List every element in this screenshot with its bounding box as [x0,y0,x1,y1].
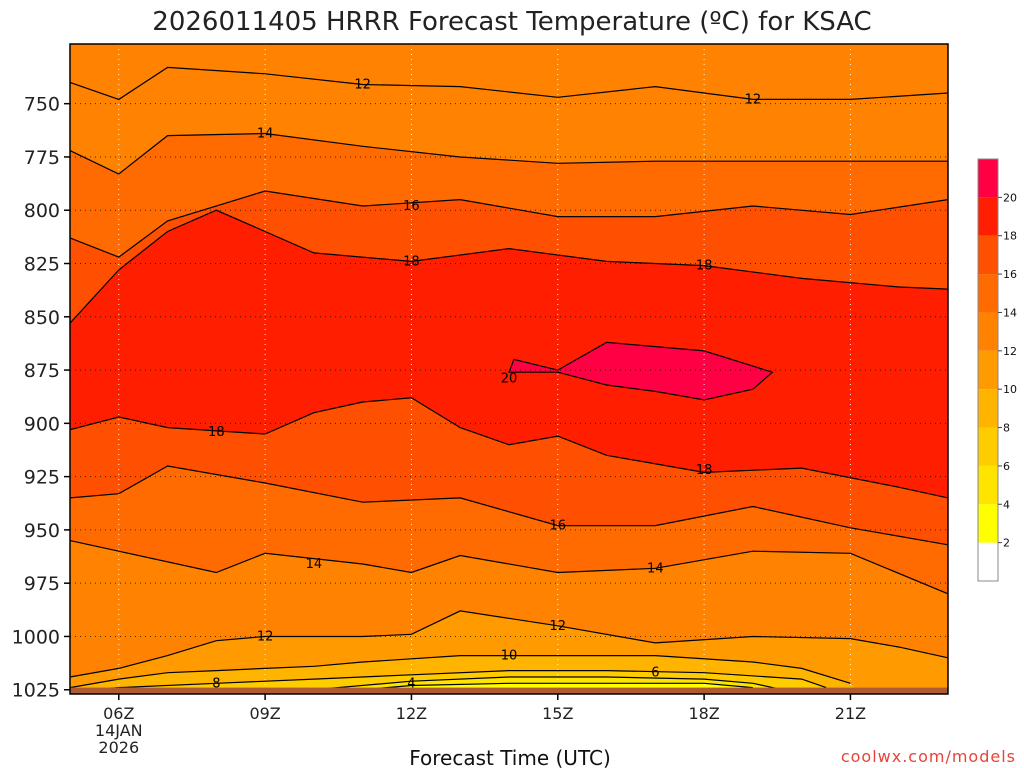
colorbar-swatch [978,274,998,313]
y-tick-label: 800 [24,200,60,222]
contour-18 [69,397,949,499]
contour-14 [69,540,949,595]
x-tick-sublabel: 14JAN [95,721,143,740]
y-tick-label: 1000 [12,626,60,648]
plot-frame [69,43,949,695]
contour-label: 12 [354,77,371,92]
y-tick-label: 875 [24,360,60,382]
colorbar-swatch [978,427,998,466]
colorbar-swatch [978,197,998,236]
contour-label: 16 [550,519,567,534]
contour-10 [69,655,851,689]
colorbar-label: 8 [1003,422,1010,435]
colorbar-legend: 2 4 6 8 10 12 14 16 18 20 [977,158,1017,582]
colorbar-label: 20 [1003,191,1017,204]
x-axis-label: Forecast Time (UTC) [409,746,611,768]
x-tick-label: 12Z [396,704,427,723]
colorbar-swatch [978,350,998,390]
contour-label: 12 [745,92,762,107]
colorbar-swatch [978,312,998,351]
contour-label: 14 [257,127,274,142]
colorbar-label: 12 [1003,345,1017,358]
contour-label: 18 [696,259,713,274]
contour-label: 18 [696,463,713,478]
contour-label: 12 [257,629,274,644]
ground-layer [70,687,948,694]
y-tick-label: 1025 [12,680,60,702]
y-tick-label: 775 [24,147,60,169]
colorbar-swatch [978,159,998,198]
grid-lines [70,44,948,694]
y-tick-label: 850 [24,307,60,329]
y-tick-label: 950 [24,520,60,542]
contour-label: 16 [403,199,420,214]
colorbar-swatch [978,542,998,581]
colorbar-swatch [978,235,998,275]
contour-label: 8 [212,676,220,691]
contour-18 [69,209,949,324]
colorbar-frame [977,158,999,582]
colorbar-label: 14 [1003,306,1017,319]
colorbar-label: 6 [1003,460,1010,473]
contour-4 [362,682,753,691]
attribution-text: coolwx.com/models [841,747,1016,766]
contour-14 [69,132,948,175]
x-tick-label: 18Z [688,704,719,723]
x-tick-sublabel: 2026 [98,738,139,757]
x-tick-label: 06Z [103,704,134,723]
contour-16 [69,190,949,258]
isotherm-contours [69,66,949,693]
contour-label: 4 [407,676,415,691]
colorbar-label: 4 [1003,498,1010,511]
temperature-fill-bands [70,44,948,694]
contour-label: 20 [501,372,518,387]
chart-title: 2026011405 HRRR Forecast Temperature (ºC… [152,7,871,37]
y-tick-label: 925 [24,467,60,489]
contour-12 [69,610,949,678]
y-tick-label: 750 [24,94,60,116]
contour-label: 14 [647,561,664,576]
band-fill-18 [70,210,948,498]
x-tick-label: 21Z [835,704,866,723]
contour-label: 12 [550,619,567,634]
contour-label: 6 [651,666,659,681]
colorbar-label: 10 [1003,383,1017,396]
contour-label: 10 [501,649,518,664]
axes: 750 775 800 825 850 875 900 925 950 975 1000 1025 06… [12,43,949,757]
colorbar-label: 18 [1003,230,1017,243]
y-tick-label: 975 [24,573,60,595]
contour-12 [69,66,949,101]
contour-label: 14 [306,557,323,572]
x-tick-label: 09Z [249,704,280,723]
colorbar-swatch [978,389,998,428]
colorbar-swatch [978,465,998,505]
contour-labels: 12 12 14 16 18 18 20 18 18 16 14 14 12 12 10 6 8 4 [208,77,761,691]
ground-surface [70,687,948,694]
contour-20 [508,341,774,401]
y-tick-label: 825 [24,254,60,276]
colorbar-label: 2 [1003,537,1010,550]
contour-6 [313,676,783,691]
x-tick-label: 15Z [542,704,573,723]
y-tick-label: 900 [24,413,60,435]
contour-label: 18 [403,254,420,269]
colorbar-swatch [978,504,998,543]
contour-16 [69,465,949,546]
band-fill-20 [509,342,773,400]
contour-label: 18 [208,425,225,440]
contour-8 [69,670,827,693]
colorbar-label: 16 [1003,268,1017,281]
